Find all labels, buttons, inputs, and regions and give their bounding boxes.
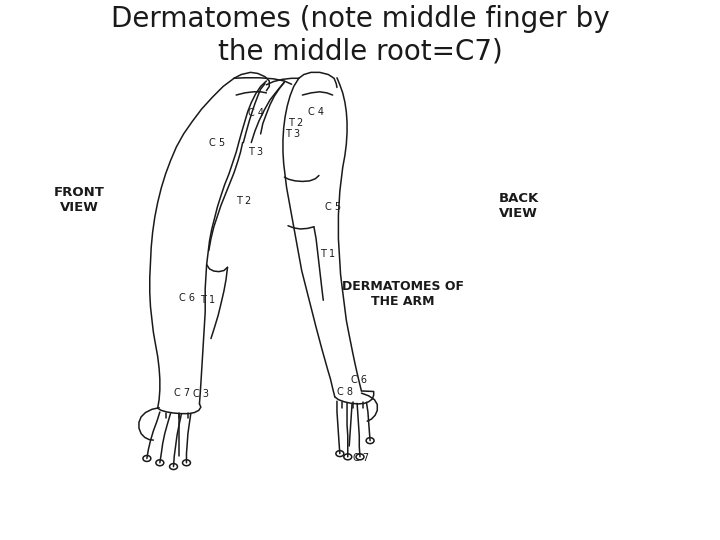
Text: T 2: T 2 (288, 118, 303, 128)
Text: C 7: C 7 (174, 388, 190, 398)
Text: C 3: C 3 (193, 389, 209, 399)
Text: C 6: C 6 (179, 293, 194, 303)
Text: C 5: C 5 (209, 138, 225, 148)
Text: T 2: T 2 (236, 196, 251, 206)
Text: T 3: T 3 (248, 147, 264, 157)
Text: C 5: C 5 (325, 202, 341, 212)
Text: DERMATOMES OF
THE ARM: DERMATOMES OF THE ARM (342, 280, 464, 308)
Text: C 4: C 4 (308, 107, 324, 117)
Text: BACK
VIEW: BACK VIEW (498, 192, 539, 220)
Text: T 1: T 1 (200, 295, 215, 305)
Text: Dermatomes (note middle finger by
the middle root=C7): Dermatomes (note middle finger by the mi… (111, 5, 609, 66)
Text: C 7: C 7 (353, 453, 369, 463)
Text: C 6: C 6 (351, 375, 367, 385)
Text: T 3: T 3 (285, 129, 300, 139)
Text: C 8: C 8 (337, 387, 353, 397)
Text: C 4: C 4 (248, 109, 264, 118)
Text: FRONT
VIEW: FRONT VIEW (54, 186, 104, 214)
Text: T 1: T 1 (320, 249, 335, 259)
